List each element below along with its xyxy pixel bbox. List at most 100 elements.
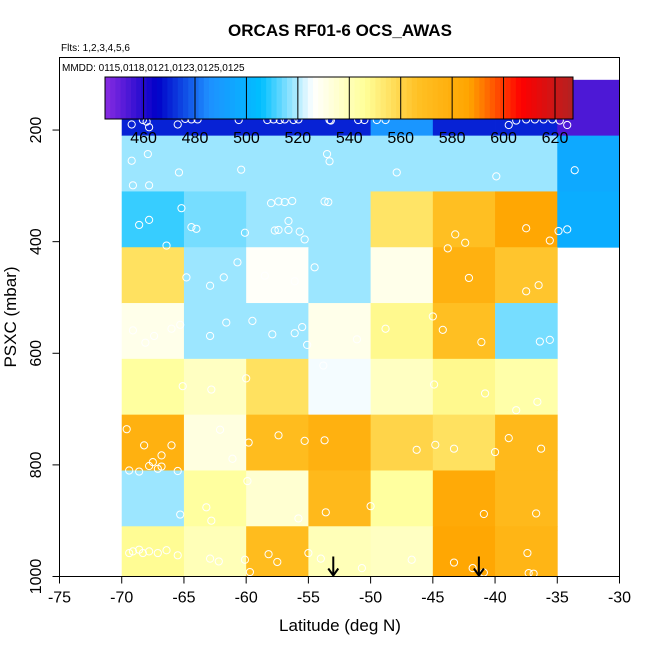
- colorbar-segment: [125, 77, 132, 119]
- heatmap-cell: [495, 191, 558, 248]
- colorbar-segment: [177, 77, 184, 119]
- heatmap-cell: [308, 135, 372, 192]
- sample-point: [563, 120, 572, 130]
- colorbar-tick-label: 500: [233, 130, 260, 147]
- x-tick-label: -40: [483, 590, 506, 607]
- sample-point: [128, 547, 138, 556]
- colorbar-segment: [188, 77, 194, 119]
- sample-point: [149, 331, 159, 341]
- heatmap-cell: [370, 358, 434, 416]
- colorbar-segment: [349, 77, 356, 119]
- heatmap-cell: [432, 303, 496, 360]
- sample-point: [381, 324, 390, 333]
- sample-point: [264, 550, 273, 559]
- colorbar-segment: [536, 77, 543, 119]
- sample-point: [162, 546, 171, 555]
- heatmap-cell: [121, 303, 185, 360]
- colorbar-segment: [422, 77, 428, 119]
- heatmap-cell: [370, 247, 434, 304]
- sample-point: [274, 431, 283, 440]
- heatmap-cell: [121, 135, 185, 192]
- sample-point: [125, 548, 134, 558]
- x-tick-label: -70: [110, 590, 133, 607]
- x-tick-label: -55: [297, 590, 320, 607]
- sample-points: [122, 114, 579, 578]
- sample-point: [207, 385, 216, 394]
- colorbar-segment: [541, 77, 548, 119]
- sample-point: [176, 510, 185, 519]
- heatmap-cell: [495, 526, 558, 577]
- colorbar-segment: [105, 77, 111, 119]
- colorbar-segment: [505, 77, 512, 119]
- sample-point: [570, 166, 579, 175]
- sample-point: [303, 340, 312, 349]
- sample-point: [145, 547, 154, 556]
- colorbar-segment: [359, 77, 366, 119]
- sample-point: [392, 168, 401, 177]
- sample-point: [143, 149, 152, 159]
- colorbar-segment: [151, 77, 158, 119]
- sample-point: [320, 436, 329, 445]
- sample-point: [481, 389, 490, 398]
- heatmap-cell: [183, 191, 247, 248]
- heatmap-cell: [246, 191, 309, 248]
- sample-point: [504, 434, 513, 443]
- sample-point: [479, 509, 488, 519]
- colorbar-segment: [297, 77, 304, 119]
- colorbar-segment: [261, 77, 267, 119]
- colorbar-segment: [198, 77, 205, 119]
- heatmap-cell: [495, 247, 558, 304]
- colorbar-segment: [276, 77, 283, 119]
- sample-point: [522, 224, 531, 233]
- colorbar-segment: [146, 77, 153, 119]
- x-tick-label: -65: [172, 590, 195, 607]
- sample-point: [222, 318, 231, 327]
- heatmap-cell: [246, 526, 309, 577]
- sample-point: [145, 181, 154, 190]
- heatmap-cell: [246, 358, 309, 416]
- colorbar-segment: [266, 77, 272, 119]
- sample-point: [245, 567, 254, 577]
- heatmap-cell: [557, 135, 620, 192]
- heatmap-cell: [121, 358, 185, 416]
- heatmap-cell: [183, 470, 247, 527]
- heatmap-cell: [370, 135, 434, 192]
- colorbar: 460 480 500 520 540 560 580 600 620: [104, 76, 574, 147]
- sample-point: [176, 320, 185, 329]
- colorbar-segment: [271, 77, 278, 119]
- colorbar-segment: [365, 77, 371, 119]
- sample-point: [412, 445, 421, 454]
- colorbar-segment: [375, 77, 382, 119]
- sample-point: [284, 225, 293, 235]
- heatmap-cell: [557, 191, 620, 248]
- colorbar-segment: [193, 77, 200, 119]
- sample-point: [451, 230, 460, 239]
- colorbar-segment: [131, 77, 137, 119]
- sample-point: [167, 324, 176, 333]
- heatmap-cell: [432, 247, 496, 304]
- y-tick-label: 600: [28, 340, 45, 367]
- y-tick-label: 800: [28, 451, 45, 478]
- x-tick-label: -35: [546, 590, 569, 607]
- colorbar-segment: [245, 77, 252, 119]
- heatmap-cell: [183, 358, 247, 416]
- sample-point: [304, 548, 313, 558]
- colorbar-segment: [515, 77, 522, 119]
- sample-point: [504, 120, 513, 130]
- sample-point: [290, 277, 299, 286]
- heatmap-cell: [495, 303, 558, 360]
- sample-point: [428, 312, 437, 321]
- colorbar-segment: [136, 77, 142, 119]
- sample-point: [545, 335, 554, 344]
- sample-point: [260, 271, 269, 280]
- heatmap-cell: [246, 247, 309, 304]
- sample-point: [135, 467, 144, 476]
- heatmap-cell: [308, 414, 372, 471]
- sample-point: [207, 516, 216, 525]
- colorbar-segment: [162, 77, 168, 119]
- colorbar-segment: [380, 77, 387, 119]
- sample-point: [173, 466, 182, 476]
- sample-point: [128, 326, 138, 335]
- sample-point: [187, 223, 196, 232]
- colorbar-tick-label: 560: [387, 130, 414, 147]
